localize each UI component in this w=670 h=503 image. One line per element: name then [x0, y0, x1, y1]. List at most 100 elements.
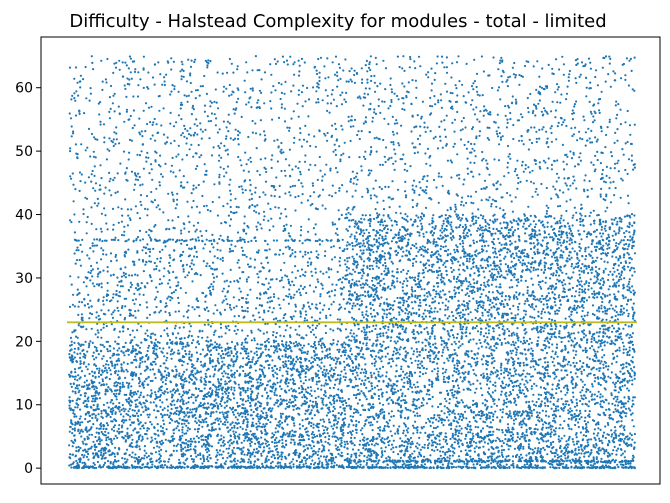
data-point: [167, 219, 170, 222]
data-point: [71, 94, 74, 97]
data-point: [126, 427, 129, 430]
data-point: [316, 373, 319, 376]
data-point: [183, 124, 186, 127]
data-point: [131, 438, 134, 441]
data-point: [230, 426, 234, 429]
data-point: [301, 255, 304, 258]
data-point: [108, 344, 111, 348]
data-point: [127, 67, 130, 70]
data-point: [167, 371, 170, 374]
data-point: [317, 253, 320, 256]
data-point: [270, 217, 273, 220]
data-point: [105, 299, 108, 302]
data-point: [267, 348, 270, 351]
data-point: [335, 283, 338, 286]
data-point: [236, 369, 239, 372]
data-point: [246, 334, 249, 337]
data-point: [136, 444, 139, 447]
data-point: [314, 267, 317, 270]
data-point: [194, 440, 197, 443]
data-point: [112, 228, 115, 231]
data-point: [97, 102, 100, 105]
data-point: [278, 253, 281, 256]
data-point: [322, 418, 325, 421]
data-point: [158, 94, 161, 98]
data-point: [100, 425, 103, 428]
data-point: [265, 170, 268, 174]
data-point: [341, 397, 344, 400]
data-point: [109, 410, 112, 413]
data-point: [115, 259, 118, 262]
data-point: [109, 401, 112, 404]
data-point: [213, 113, 216, 116]
data-point: [279, 319, 282, 322]
data-point: [279, 381, 282, 384]
data-point: [78, 389, 81, 392]
data-point: [287, 381, 290, 385]
data-point: [175, 370, 178, 373]
data-point: [247, 396, 250, 400]
data-point: [166, 297, 169, 300]
data-point: [187, 449, 190, 452]
data-point: [193, 272, 196, 276]
data-point: [95, 316, 98, 319]
data-point: [201, 85, 204, 88]
data-point: [89, 427, 92, 430]
data-point: [178, 429, 181, 432]
data-point: [69, 147, 72, 150]
data-point: [69, 175, 72, 178]
data-point: [154, 391, 157, 394]
data-point: [194, 230, 197, 233]
data-point: [73, 368, 77, 371]
data-point: [217, 378, 220, 381]
data-point: [80, 301, 84, 304]
data-point: [140, 439, 143, 442]
data-point: [123, 230, 126, 233]
data-point: [99, 164, 102, 167]
data-point: [153, 409, 156, 412]
data-point: [239, 373, 242, 376]
data-point: [195, 118, 198, 121]
data-point: [343, 98, 346, 101]
data-point: [155, 187, 158, 190]
data-point: [336, 270, 339, 273]
data-point: [264, 348, 267, 351]
data-point: [164, 390, 167, 393]
data-point: [312, 445, 316, 448]
data-point: [82, 212, 85, 216]
data-point: [298, 423, 301, 426]
data-point: [112, 223, 115, 226]
data-point: [166, 391, 169, 394]
data-point: [260, 452, 263, 455]
data-point: [320, 367, 323, 370]
data-point: [272, 330, 275, 334]
data-point: [206, 66, 209, 69]
data-point: [209, 353, 213, 356]
data-point: [183, 380, 186, 383]
data-point: [193, 367, 196, 370]
data-point: [287, 355, 290, 358]
data-point: [300, 268, 304, 271]
data-point: [157, 204, 160, 207]
data-point: [326, 407, 329, 410]
data-point: [205, 92, 208, 95]
data-point: [174, 310, 177, 313]
data-point: [161, 430, 164, 433]
data-point: [92, 394, 96, 397]
data-point: [331, 283, 334, 286]
data-point: [285, 382, 288, 385]
data-point: [141, 425, 144, 428]
data-point: [201, 330, 204, 333]
data-point: [344, 351, 347, 354]
data-point: [319, 270, 322, 273]
data-point: [173, 85, 176, 88]
data-point: [255, 422, 258, 425]
data-point: [230, 388, 233, 391]
data-point: [282, 398, 285, 401]
data-point: [288, 288, 291, 291]
data-point: [342, 276, 345, 279]
data-point: [100, 59, 103, 62]
data-point: [312, 463, 316, 466]
data-point: [293, 443, 296, 446]
data-point: [193, 428, 197, 431]
